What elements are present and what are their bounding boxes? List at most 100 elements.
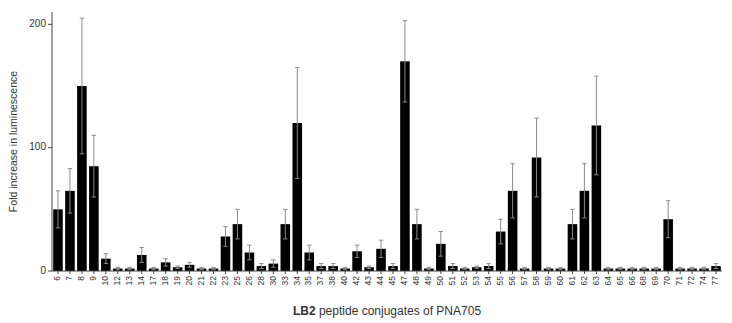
x-tick-label: 40: [339, 276, 349, 286]
error-bar-cap: [510, 163, 514, 164]
x-tick-label: 51: [447, 276, 457, 286]
x-tick-label: 62: [579, 276, 589, 286]
error-bar: [104, 254, 108, 264]
error-bar-cap: [654, 267, 658, 268]
error-bar: [391, 264, 395, 269]
error-bar-cap: [271, 259, 275, 260]
x-tick: [381, 271, 382, 274]
error-bar-cap: [451, 268, 455, 269]
y-axis-label: Fold increase in luminescence: [7, 71, 19, 212]
x-tick: [213, 271, 214, 274]
error-bar: [630, 267, 634, 269]
error-bar: [498, 219, 502, 244]
error-bar: [618, 267, 622, 269]
x-tick: [512, 271, 513, 274]
x-tick: [452, 271, 453, 274]
x-tick: [584, 271, 585, 274]
error-bar-cap: [403, 20, 407, 21]
error-bar: [128, 267, 132, 269]
x-tick: [488, 271, 489, 274]
y-tick: [48, 147, 52, 148]
error-bar-cap: [247, 245, 251, 246]
error-bar-cap: [439, 256, 443, 257]
error-bar-cap: [666, 237, 670, 238]
error-bar-line: [381, 240, 382, 257]
error-bar-line: [416, 209, 417, 239]
x-tick: [464, 271, 465, 274]
x-tick: [261, 271, 262, 274]
error-bar-line: [357, 245, 358, 257]
error-bar-line: [321, 264, 322, 269]
error-bar-cap: [618, 267, 622, 268]
x-tick: [572, 271, 573, 274]
x-tick: [644, 271, 645, 274]
error-bar-cap: [702, 267, 706, 268]
error-bar: [678, 267, 682, 269]
x-tick-label: 49: [423, 276, 433, 286]
error-bar-cap: [475, 268, 479, 269]
error-bar-cap: [714, 268, 718, 269]
error-bar-cap: [343, 269, 347, 270]
error-bar-line: [584, 164, 585, 218]
x-tick-label: 26: [244, 276, 254, 286]
error-bar: [56, 191, 60, 228]
error-bar: [259, 264, 263, 269]
error-bar: [199, 267, 203, 269]
x-tick-label: 63: [591, 276, 601, 286]
x-tick-label: 71: [674, 276, 684, 286]
x-tick: [57, 271, 58, 274]
error-bar: [534, 118, 538, 197]
error-bar-cap: [463, 269, 467, 270]
x-tick: [704, 271, 705, 274]
error-bar-line: [189, 262, 190, 267]
x-tick: [369, 271, 370, 274]
x-tick-label: 48: [411, 276, 421, 286]
error-bar: [666, 201, 670, 238]
error-bar: [558, 267, 562, 269]
x-tick-label: 69: [650, 276, 660, 286]
error-bar: [475, 266, 479, 268]
error-bar: [319, 264, 323, 269]
x-tick-label: 72: [686, 276, 696, 286]
error-bar: [295, 68, 299, 179]
error-bar-line: [452, 264, 453, 269]
x-tick-label: 7: [64, 276, 74, 281]
x-tick-label: 54: [483, 276, 493, 286]
error-bar-cap: [642, 269, 646, 270]
x-tick-label: 44: [375, 276, 385, 286]
error-bar-line: [404, 21, 405, 102]
x-tick: [476, 271, 477, 274]
error-bar-cap: [187, 262, 191, 263]
x-tick-label: 14: [136, 276, 146, 286]
error-bar-line: [273, 260, 274, 267]
error-bar-cap: [714, 263, 718, 264]
error-bar-cap: [92, 135, 96, 136]
error-bar-line: [225, 227, 226, 247]
x-tick: [596, 271, 597, 274]
x-tick: [500, 271, 501, 274]
x-tick: [692, 271, 693, 274]
error-bar-cap: [379, 240, 383, 241]
x-tick: [285, 271, 286, 274]
x-tick-label: 10: [100, 276, 110, 286]
error-bar: [427, 267, 431, 269]
error-bar: [642, 267, 646, 269]
x-tick: [333, 271, 334, 274]
x-tick: [440, 271, 441, 274]
error-bar: [68, 169, 72, 213]
error-bar-cap: [630, 267, 634, 268]
error-bar-cap: [92, 197, 96, 198]
error-bar-cap: [319, 263, 323, 264]
error-bar: [379, 240, 383, 257]
x-tick: [153, 271, 154, 274]
error-bar: [151, 267, 155, 269]
error-bar-cap: [80, 153, 84, 154]
error-bar-cap: [235, 209, 239, 210]
x-tick-label: 20: [184, 276, 194, 286]
y-tick: [48, 24, 52, 25]
error-bar-line: [668, 201, 669, 238]
error-bar: [211, 267, 215, 269]
error-bar-cap: [163, 266, 167, 267]
error-bar: [343, 267, 347, 269]
error-bar: [486, 264, 490, 269]
